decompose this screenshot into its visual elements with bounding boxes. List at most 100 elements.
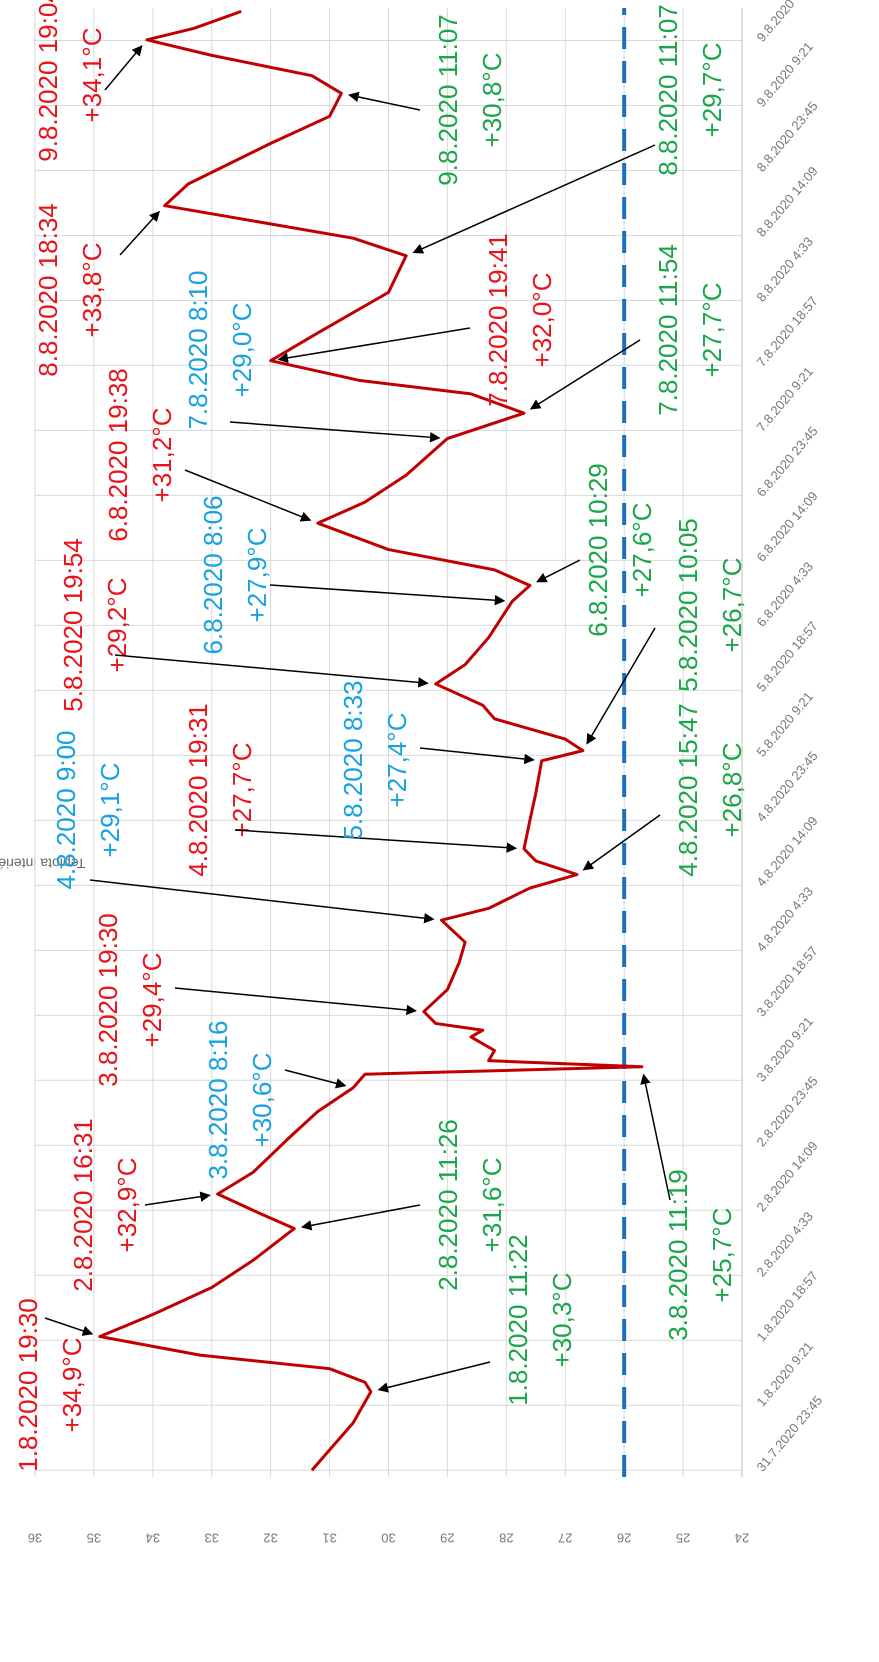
annotation-date: 6.8.2020 10:29 xyxy=(583,463,613,637)
annotation-date: 8.8.2020 11:07 xyxy=(653,4,683,176)
annotation-arrow xyxy=(419,747,535,765)
annotation-value: +32,0°C xyxy=(527,273,557,368)
x-tick-label: 8.8.2020 14:09 xyxy=(753,163,820,239)
annotation-date: 5.8.2020 10:05 xyxy=(673,518,703,692)
y-tick-label: 32 xyxy=(263,1531,277,1546)
x-tick-label: 7.8.2020 18:57 xyxy=(753,293,820,369)
annotation-date: 9.8.2020 11:07 xyxy=(433,14,463,186)
y-axis-title: Teplota interiéru [°C] xyxy=(0,855,86,871)
annotation-date: 7.8.2020 19:41 xyxy=(483,233,513,407)
x-tick-label: 9.8.2020 18:57 xyxy=(753,0,820,45)
y-tick-label: 24 xyxy=(735,1531,749,1546)
annotation-arrow xyxy=(119,210,160,256)
annotation-arrow xyxy=(348,91,421,111)
annotation-arrow xyxy=(301,1204,421,1231)
x-tick-label: 8.8.2020 4:33 xyxy=(753,234,816,305)
annotation-date: 1.8.2020 11:22 xyxy=(503,1234,533,1406)
annotation-value: +26,8°C xyxy=(717,743,747,838)
rotated-plot: Teplota interiéru [°C] 24 25 26 27 28 29 30 31 3… xyxy=(0,0,825,1546)
annotation-value: +31,6°C xyxy=(477,1158,507,1253)
annotation-arrow xyxy=(412,144,656,254)
annotation-value: +27,7°C xyxy=(697,283,727,378)
annotation-value: +25,7°C xyxy=(707,1208,737,1303)
annotation-arrow xyxy=(277,327,471,364)
annotation-arrow xyxy=(234,829,518,853)
x-tick-label: 2.8.2020 14:09 xyxy=(753,1138,820,1214)
annotation-value: +29,4°C xyxy=(137,953,167,1048)
annotation-value: +27,4°C xyxy=(382,713,412,808)
annotation-date: 3.8.2020 11:19 xyxy=(663,1169,693,1341)
annotation-arrow xyxy=(184,469,312,522)
annotation-value: +27,7°C xyxy=(227,743,257,838)
annotation-date: 2.8.2020 16:31 xyxy=(68,1118,98,1292)
annotation-arrow xyxy=(377,1361,491,1393)
annotation-arrow xyxy=(114,654,429,688)
annotation-date: 3.8.2020 19:30 xyxy=(93,913,123,1087)
x-tick-label: 4.8.2020 14:09 xyxy=(753,813,820,889)
annotation-arrow xyxy=(174,987,417,1016)
x-tick-label: 4.8.2020 23:45 xyxy=(753,748,820,824)
annotation-value: +29,2°C xyxy=(102,578,132,673)
annotation-date: 6.8.2020 8:06 xyxy=(198,495,228,654)
x-tick-label: 3.8.2020 18:57 xyxy=(753,943,820,1019)
annotation-date: 4.8.2020 9:00 xyxy=(51,730,81,889)
annotation-value: +27,6°C xyxy=(627,503,657,598)
y-tick-label: 30 xyxy=(381,1531,395,1546)
annotation-value: +30,6°C xyxy=(247,1053,277,1148)
x-tick-label: 6.8.2020 14:09 xyxy=(753,488,820,564)
annotation-date: 7.8.2020 11:54 xyxy=(653,244,683,416)
annotation-arrow xyxy=(104,45,143,91)
y-tick-label: 27 xyxy=(558,1531,572,1546)
y-tick-label: 28 xyxy=(499,1531,513,1546)
y-tick-label: 25 xyxy=(676,1531,690,1546)
x-tick-label: 6.8.2020 4:33 xyxy=(753,559,816,630)
annotation-arrow xyxy=(284,1069,347,1089)
annotation-arrow xyxy=(586,627,656,745)
annotation-date: 7.8.2020 8:10 xyxy=(183,270,213,429)
x-tick-label: 6.8.2020 23:45 xyxy=(753,423,820,499)
annotation-value: +32,9°C xyxy=(112,1158,142,1253)
x-tick-label: 8.8.2020 23:45 xyxy=(753,99,820,175)
annotation-date: 4.8.2020 19:31 xyxy=(183,703,213,877)
annotation-value: +29,1°C xyxy=(95,763,125,858)
annotation-date: 3.8.2020 8:16 xyxy=(203,1020,233,1179)
annotation-date: 5.8.2020 19:54 xyxy=(58,538,88,712)
y-tick-label: 35 xyxy=(87,1531,101,1546)
line-series xyxy=(98,9,644,1472)
y-tick-label: 29 xyxy=(440,1531,454,1546)
annotation-arrow xyxy=(44,1317,94,1336)
x-tick-label: 1.8.2020 9:21 xyxy=(753,1339,816,1410)
annotation-value: +31,2°C xyxy=(147,408,177,503)
y-tick-label: 34 xyxy=(146,1531,160,1546)
annotation-arrow xyxy=(640,1073,671,1201)
annotation-arrow xyxy=(529,339,641,410)
annotation-value: +30,8°C xyxy=(477,53,507,148)
annotation-arrow xyxy=(229,421,441,443)
annotation-value: +34,9°C xyxy=(57,1338,87,1433)
x-tick-label: 5.8.2020 9:21 xyxy=(753,689,816,760)
annotation-value: +33,8°C xyxy=(77,243,107,338)
annotation-value: +27,9°C xyxy=(242,528,272,623)
annotation-date: 2.8.2020 11:26 xyxy=(433,1119,463,1291)
annotation-value: +29,0°C xyxy=(227,303,257,398)
annotation-date: 4.8.2020 15:47 xyxy=(673,703,703,877)
annotation-value: +26,7°C xyxy=(717,558,747,653)
annotation-arrow xyxy=(536,559,581,583)
x-tick-label: 3.8.2020 9:21 xyxy=(753,1014,816,1085)
annotation-value: +30,3°C xyxy=(547,1273,577,1368)
x-tick-label: 2.8.2020 23:45 xyxy=(753,1073,820,1149)
annotation-date: 6.8.2020 19:38 xyxy=(103,368,133,542)
y-tick-label: 33 xyxy=(205,1531,219,1546)
x-tick-label: 9.8.2020 9:21 xyxy=(753,39,816,110)
annotation-date: 1.8.2020 19:30 xyxy=(13,1298,43,1472)
annotation-arrow xyxy=(582,814,661,871)
y-tick-label: 31 xyxy=(322,1531,336,1546)
x-tick-label: 5.8.2020 18:57 xyxy=(753,618,820,694)
annotation-arrow xyxy=(89,879,435,924)
y-tick-label: 26 xyxy=(617,1531,631,1546)
y-tick-label: 36 xyxy=(28,1531,42,1546)
annotation-value: +29,7°C xyxy=(697,43,727,138)
annotation-date: 5.8.2020 8:33 xyxy=(338,680,368,839)
x-tick-label: 2.8.2020 4:33 xyxy=(753,1209,816,1280)
